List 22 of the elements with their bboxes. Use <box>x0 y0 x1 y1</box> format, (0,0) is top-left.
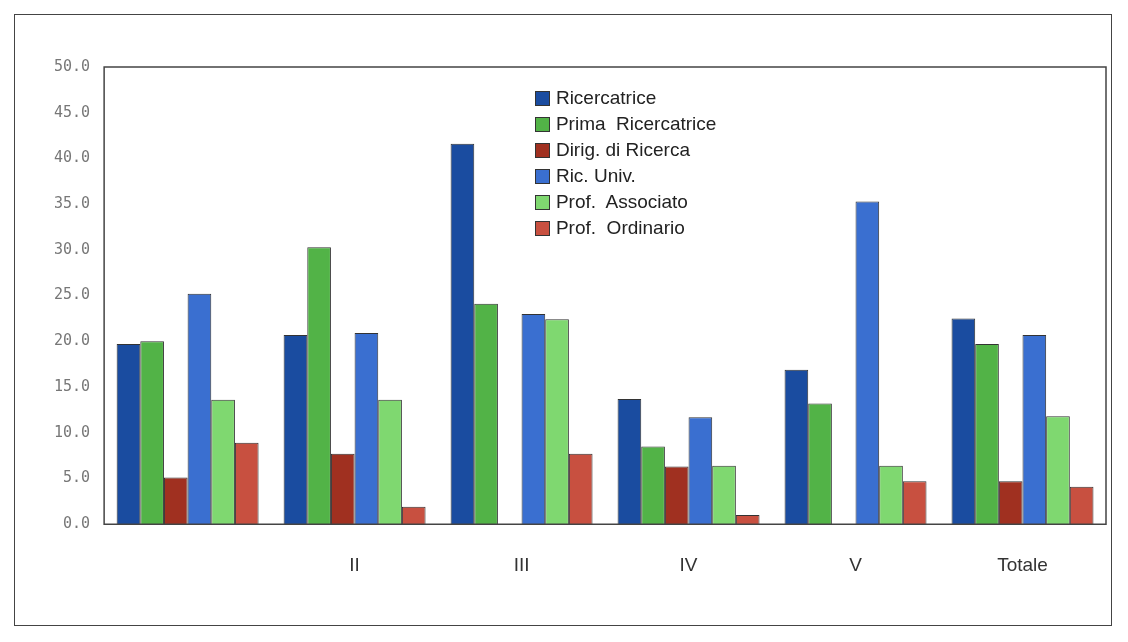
x-tick-label: III <box>513 553 530 575</box>
y-tick-label: 0.0 <box>63 514 91 533</box>
legend-label: Ric. Univ. <box>555 164 636 189</box>
x-tick-label: IV <box>679 553 698 575</box>
y-tick-label: 40.0 <box>54 148 91 167</box>
y-tick-label: 10.0 <box>54 422 91 441</box>
x-tick-label: V <box>849 553 863 575</box>
legend-label: Ricercatrice <box>555 86 657 111</box>
y-tick-label: 25.0 <box>54 285 91 304</box>
y-tick-label: 5.0 <box>63 468 91 487</box>
legend-label: Prima Ricercatrice <box>555 112 717 137</box>
x-tick-label: II <box>349 553 360 575</box>
legend-label: Dirig. di Ricerca <box>555 138 691 163</box>
y-tick-label: 30.0 <box>54 239 91 258</box>
y-tick-label: 35.0 <box>54 194 91 213</box>
legend-label: Prof. Associato <box>555 190 688 215</box>
y-tick-label: 20.0 <box>54 331 91 350</box>
y-tick-label: 15.0 <box>54 376 91 395</box>
y-tick-label: 50.0 <box>54 56 91 75</box>
legend-label: Prof. Ordinario <box>555 216 685 241</box>
x-tick-label: Totale <box>997 553 1048 575</box>
y-tick-label: 45.0 <box>54 102 91 121</box>
